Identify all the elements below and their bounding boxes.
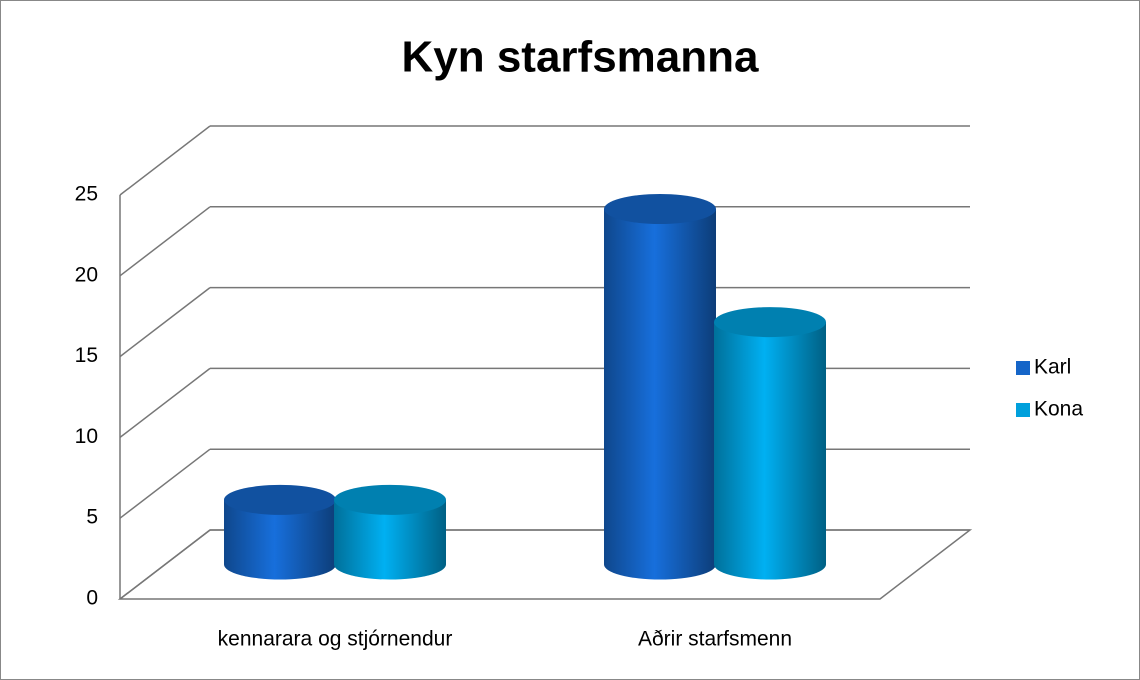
side-grid-line <box>119 529 211 600</box>
y-tick-label: 0 <box>86 587 98 610</box>
side-grid-line <box>119 287 211 358</box>
legend-swatch <box>1016 403 1030 417</box>
bar <box>714 307 826 580</box>
y-tick-label: 20 <box>75 263 98 286</box>
legend-label: Karl <box>1034 356 1071 379</box>
side-grid-line <box>119 125 211 196</box>
bar-top <box>604 193 716 224</box>
bar <box>604 193 716 580</box>
bar-top <box>334 484 446 515</box>
side-grid-line <box>119 367 211 438</box>
y-tick-label: 25 <box>75 183 98 206</box>
bar-top <box>224 484 336 515</box>
chart-title: Kyn starfsmanna <box>401 33 759 82</box>
bar-body <box>604 208 716 580</box>
side-grid-line <box>119 448 211 519</box>
y-tick-label: 5 <box>86 506 98 529</box>
legend-label: Kona <box>1034 398 1083 421</box>
y-tick-label: 15 <box>75 344 98 367</box>
bar-top <box>714 307 826 338</box>
bar-body <box>224 499 336 580</box>
bar <box>334 484 446 580</box>
y-tick-label: 10 <box>75 425 98 448</box>
side-grid-line <box>119 206 211 277</box>
bar <box>224 484 336 580</box>
legend-swatch <box>1016 361 1030 375</box>
bar-body <box>334 499 446 580</box>
bar-body <box>714 322 826 580</box>
x-tick-label: Aðrir starfsmenn <box>638 628 792 651</box>
x-tick-label: kennarara og stjórnendur <box>218 628 453 651</box>
